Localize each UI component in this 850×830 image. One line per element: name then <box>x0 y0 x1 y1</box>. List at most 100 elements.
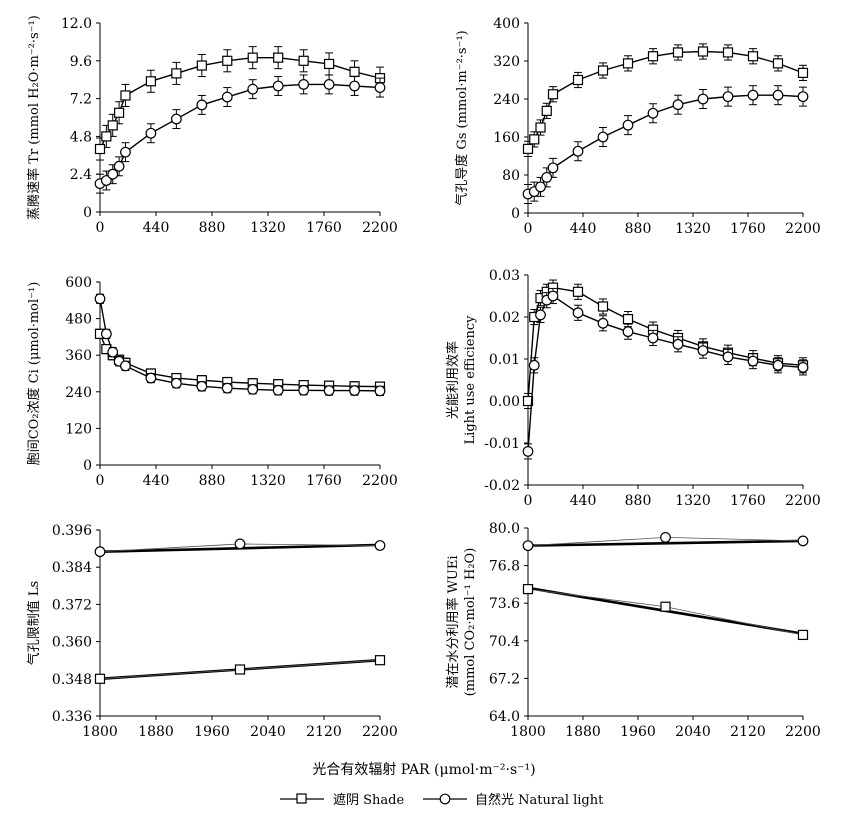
data-point-square[interactable] <box>94 673 106 684</box>
data-point-circle[interactable] <box>100 328 112 340</box>
data-point-square[interactable] <box>522 395 534 407</box>
data-point-square[interactable] <box>660 601 671 612</box>
data-point-square[interactable] <box>772 58 784 69</box>
data-point-circle[interactable] <box>535 309 546 321</box>
data-point-circle[interactable] <box>272 80 284 92</box>
data-point-square[interactable] <box>298 55 309 66</box>
data-point-circle[interactable] <box>170 113 182 125</box>
data-point-square[interactable] <box>145 76 157 87</box>
data-point-square[interactable] <box>797 67 809 78</box>
data-point-circle[interactable] <box>672 338 684 350</box>
data-point-circle[interactable] <box>221 91 233 103</box>
data-point-circle[interactable] <box>647 332 659 344</box>
data-point-circle[interactable] <box>298 79 310 90</box>
data-point-square[interactable] <box>622 314 634 325</box>
data-point-circle[interactable] <box>323 79 335 90</box>
data-point-circle[interactable] <box>196 380 208 392</box>
data-point-circle[interactable] <box>323 385 335 396</box>
data-point-square[interactable] <box>647 51 659 62</box>
data-point-square[interactable] <box>349 66 360 77</box>
data-point-square[interactable] <box>94 143 106 155</box>
data-point-circle[interactable] <box>120 146 131 158</box>
data-point-circle[interactable] <box>196 99 208 111</box>
data-point-circle[interactable] <box>572 145 584 157</box>
data-point-square[interactable] <box>747 51 759 62</box>
data-point-circle[interactable] <box>247 383 259 395</box>
legend-item-natural-light[interactable]: 自然光 Natural light <box>423 792 604 808</box>
data-point-circle[interactable] <box>697 345 709 357</box>
data-point-circle[interactable] <box>374 385 386 397</box>
data-point-circle[interactable] <box>797 535 809 547</box>
data-point-square[interactable] <box>797 629 809 641</box>
data-point-circle[interactable] <box>647 107 659 119</box>
data-point-circle[interactable] <box>541 171 553 183</box>
data-point-square[interactable] <box>522 583 534 595</box>
data-point-circle[interactable] <box>145 372 157 384</box>
data-point-circle[interactable] <box>622 326 634 338</box>
data-point-circle[interactable] <box>145 127 157 139</box>
data-point-circle[interactable] <box>660 532 671 543</box>
data-point-square[interactable] <box>120 90 131 101</box>
data-point-circle[interactable] <box>107 168 119 180</box>
data-point-circle[interactable] <box>597 131 609 143</box>
data-point-circle[interactable] <box>94 293 106 305</box>
data-point-square[interactable] <box>547 89 559 100</box>
data-point-square[interactable] <box>222 55 233 66</box>
data-point-square[interactable] <box>572 74 584 86</box>
legend-item-shade[interactable]: 遮阴 Shade <box>280 792 404 808</box>
data-point-circle[interactable] <box>100 175 112 186</box>
data-point-circle[interactable] <box>349 80 360 92</box>
data-point-circle[interactable] <box>722 91 734 103</box>
data-point-circle[interactable] <box>113 160 125 172</box>
data-point-circle[interactable] <box>535 181 546 193</box>
data-point-circle[interactable] <box>170 377 182 389</box>
data-point-square[interactable] <box>597 65 609 76</box>
data-point-circle[interactable] <box>772 359 784 371</box>
data-point-circle[interactable] <box>772 89 784 101</box>
data-point-square[interactable] <box>535 122 546 133</box>
data-point-square[interactable] <box>323 58 335 70</box>
data-point-circle[interactable] <box>247 83 259 95</box>
data-point-circle[interactable] <box>672 99 684 111</box>
data-point-square[interactable] <box>107 120 118 131</box>
data-point-square[interactable] <box>273 52 284 63</box>
data-point-circle[interactable] <box>528 359 540 371</box>
data-point-square[interactable] <box>722 47 734 58</box>
data-point-square[interactable] <box>529 134 540 145</box>
data-point-circle[interactable] <box>298 384 310 396</box>
data-point-circle[interactable] <box>722 351 734 363</box>
data-point-square[interactable] <box>672 47 684 58</box>
data-point-circle[interactable] <box>797 91 809 103</box>
data-point-square[interactable] <box>541 105 552 116</box>
data-point-square[interactable] <box>247 52 258 63</box>
data-point-circle[interactable] <box>221 382 233 394</box>
data-point-circle[interactable] <box>374 82 386 93</box>
data-point-circle[interactable] <box>272 384 284 396</box>
data-point-circle[interactable] <box>522 446 534 457</box>
data-point-square[interactable] <box>196 60 207 71</box>
data-point-circle[interactable] <box>547 290 559 302</box>
data-point-square[interactable] <box>101 131 112 142</box>
data-point-square[interactable] <box>572 286 584 297</box>
data-point-square[interactable] <box>234 664 246 675</box>
data-point-circle[interactable] <box>374 540 386 551</box>
data-point-square[interactable] <box>522 143 534 154</box>
data-point-circle[interactable] <box>234 538 246 550</box>
data-point-circle[interactable] <box>622 119 634 131</box>
data-point-circle[interactable] <box>107 346 119 358</box>
data-point-square[interactable] <box>374 655 386 666</box>
data-point-circle[interactable] <box>94 546 106 558</box>
data-point-circle[interactable] <box>547 162 559 174</box>
data-point-square[interactable] <box>113 107 125 118</box>
data-point-circle[interactable] <box>349 385 360 396</box>
data-point-square[interactable] <box>597 301 609 312</box>
data-point-circle[interactable] <box>747 89 759 101</box>
data-point-square[interactable] <box>697 46 709 57</box>
data-point-square[interactable] <box>171 68 182 79</box>
data-point-circle[interactable] <box>572 307 584 319</box>
data-point-circle[interactable] <box>797 362 809 373</box>
data-point-square[interactable] <box>622 58 634 69</box>
data-point-circle[interactable] <box>120 360 131 372</box>
data-point-circle[interactable] <box>522 540 534 552</box>
data-point-circle[interactable] <box>747 355 759 367</box>
